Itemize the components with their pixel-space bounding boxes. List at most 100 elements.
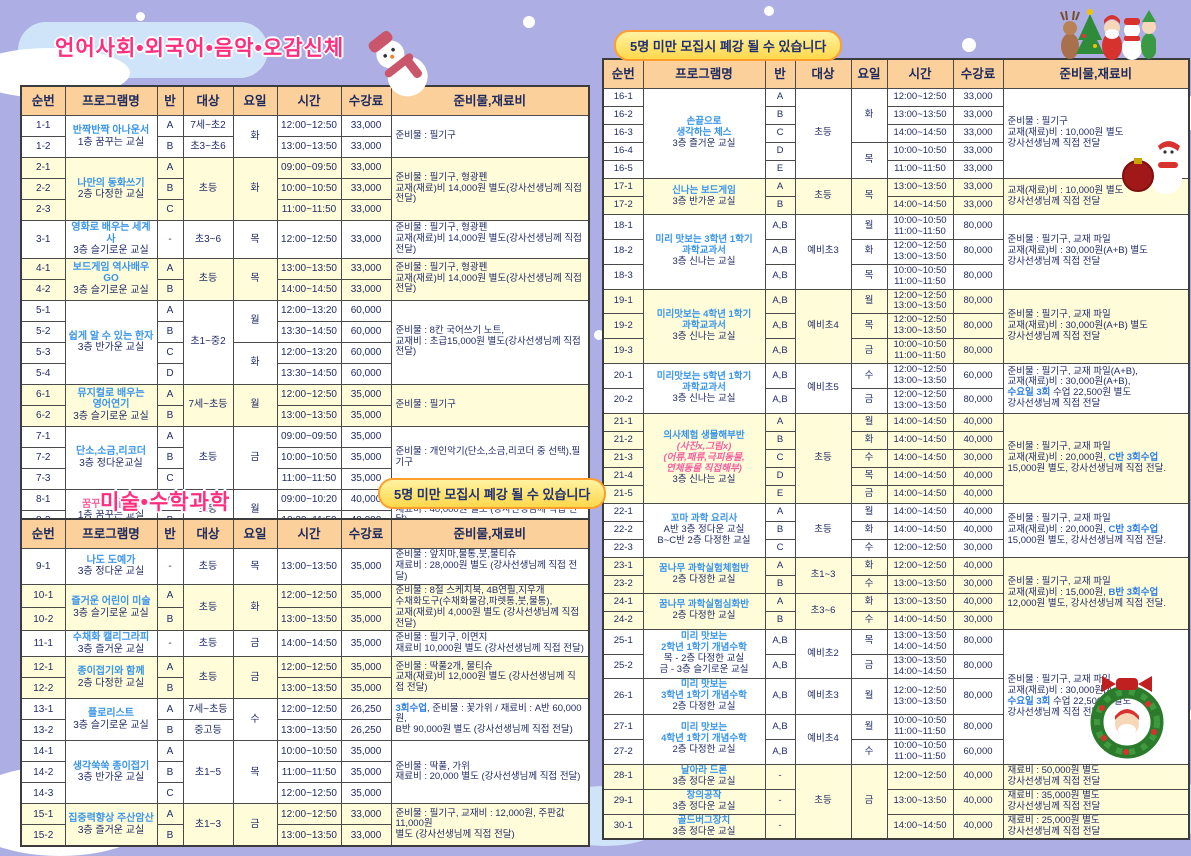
snow-dot [523, 16, 535, 28]
cell-no: 21-4 [602, 466, 644, 486]
cell-tgt: 예비초2 [794, 628, 852, 680]
cell-time: 14:00~14:50 [886, 813, 954, 840]
cell-ban: A [156, 656, 184, 679]
cell-day: 화 [850, 592, 888, 612]
table-row: 14-3 C 12:00~12:50 35,000 [20, 782, 589, 805]
cell-tgt: 7세~초등 [182, 383, 234, 427]
cell-no: 17-1 [602, 178, 644, 197]
cell-ban: A,B [764, 238, 796, 265]
cell-ban: - [156, 548, 184, 585]
cell-ban: A,B [764, 288, 796, 315]
cell-time: 14:00~14:50 [886, 196, 954, 215]
cell-no: 14-1 [20, 740, 66, 763]
cell-day: 목 [232, 740, 278, 805]
cell-name: 수채화 캘리그라피 3층 즐거운 교실 [64, 630, 158, 658]
table-row: 20-2 A,B 금 12:00~12:50 13:00~13:50 80,000 [602, 387, 1189, 414]
cell-ban: A,B [764, 363, 796, 389]
cell-fee: 26,250 [340, 719, 392, 742]
cell-time: 12:00~12:50 [886, 88, 954, 107]
column-header: 반 [764, 58, 796, 89]
cell-no: 8-1 [20, 488, 66, 511]
cell-tgt: 초3~초6 [182, 136, 234, 158]
cell-no: 10-1 [20, 583, 66, 609]
cell-no: 10-2 [20, 607, 66, 632]
cell-fee: 33,000 [952, 88, 1004, 107]
cell-tgt: 초3~6 [182, 220, 234, 259]
cell-fee: 33,000 [952, 160, 1004, 179]
cell-no: 21-5 [602, 484, 644, 504]
table-row: 2-1 나만의 동화쓰기 2층 다정한 교실 A 초등 화 09:00~09:50 33,00… [20, 157, 590, 221]
cell-no: 22-3 [602, 538, 644, 558]
cell-ban: B [156, 178, 184, 200]
cell-time: 12:00~12:50 13:00~13:50 [886, 238, 954, 265]
cell-time: 10:00~10:50 11:00~11:50 [886, 338, 954, 365]
cell-note: 준비물 : 필기구, 형광펜 교재(재료)비 14,000원 별도(강사선생님께 … [390, 257, 590, 301]
snowman-ornament-icon [1118, 138, 1190, 203]
table-row: 26-1 미리 맛보는 3학년 1학기 개념수학 2층 다정한 교실 A,B 예비초3 월 1… [602, 678, 1189, 716]
table-row: 19-3 A,B 금 10:00~10:50 11:00~11:50 80,000 [602, 338, 1189, 365]
cell-fee: 80,000 [952, 387, 1004, 414]
cell-no: 7-1 [20, 425, 66, 448]
table-row: 25-2 A,B 금 13:00~13:50 14:00~14:50 80,000 [602, 653, 1189, 680]
table-row: 20-1 미리맛보는 5학년 1학기 과학교과서 3층 신나는 교실 A,B 예비초5 수 1… [602, 363, 1190, 414]
cell-ban: A [764, 502, 796, 522]
cell-time: 13:00~13:50 [276, 824, 342, 847]
cell-day: 화 [850, 238, 888, 265]
cell-day: 금 [232, 656, 278, 700]
cell-name: 손끝으로 생각하는 체스 3층 즐거운 교실 [642, 88, 766, 179]
column-header: 준비물,재료비 [1002, 58, 1190, 89]
cell-ban: A [156, 740, 184, 763]
cell-ban: A,B [764, 653, 796, 680]
cell-tgt: 초등 [182, 583, 234, 632]
cell-time: 14:00~14:50 [886, 448, 954, 468]
cell-ban: B [156, 607, 184, 632]
cell-note: 3회수업, 준비물 : 꽃가위 / 재료비 : A반 60,000원, B반 90… [390, 698, 590, 742]
cell-ban: B [764, 196, 796, 215]
cell-ban: B [156, 677, 184, 700]
cell-no: 24-1 [602, 592, 644, 612]
cell-time: 10:00~10:50 11:00~11:50 [886, 739, 954, 765]
cell-time: 14:00~14:50 [886, 520, 954, 540]
cell-name: 집중력향상 주산암산 3층 즐거운 교실 [64, 803, 158, 847]
cell-ban: A,B [764, 739, 796, 765]
table-row: 17-1 신나는 보드게임 3층 반가운 교실 A 초등 목 13:00~13:50 33,0… [602, 178, 1190, 215]
cell-name: 반짝반짝 아나운서 1층 꿈꾸는 교실 [64, 115, 158, 158]
cell-ban: C [764, 538, 796, 558]
snow-dot [764, 6, 774, 16]
cell-time: 13:30~14:50 [276, 320, 342, 343]
cell-ban: A [156, 425, 184, 448]
cell-note: 준비물 : 딱풀2개, 물티슈 교재(재료)비 12,000원 별도 (강사선생님… [390, 656, 590, 700]
cell-name: 미리맛보는 5학년 1학기 과학교과서 3층 신나는 교실 [642, 363, 766, 414]
cell-fee: 60,000 [340, 320, 392, 343]
cell-day: 금 [232, 630, 278, 658]
cell-day: 목 [850, 466, 888, 486]
cell-no: 16-5 [602, 160, 644, 179]
cell-day: 수 [850, 574, 888, 594]
cell-day: 목 [232, 257, 278, 301]
cell-ban: B [156, 824, 184, 847]
cell-day: 화 [850, 556, 888, 576]
cell-ban: C [764, 448, 796, 468]
cell-ban: B [156, 404, 184, 427]
cell-note: 준비물 : 8칸 국어쓰기 노트, 교재비 : 초급15,000원 별도(강사선생… [390, 299, 590, 385]
cell-time: 12:00~12:50 [886, 556, 954, 576]
cell-ban: A [156, 383, 184, 406]
cell-no: 9-1 [20, 548, 66, 585]
table-row: 12-2 B 13:00~13:50 35,000 [20, 677, 589, 700]
table-row: 13-1 플로리스트 3층 슬기로운 교실 A 7세~초등 수 12:00~12:50 26,… [20, 698, 590, 742]
table-row: 16-3 C 14:00~14:50 33,000 [602, 124, 1189, 143]
cell-time: 13:00~13:50 [886, 106, 954, 125]
table-row: 4-2 B 14:00~14:50 33,000 [20, 278, 589, 301]
cell-no: 12-2 [20, 677, 66, 700]
snow-dot [594, 330, 604, 340]
cell-time: 10:00~10:50 [276, 740, 342, 763]
cell-fee: 40,000 [952, 556, 1004, 576]
cell-no: 30-1 [602, 813, 644, 840]
snowman-tumbling-icon [348, 14, 458, 127]
cell-tgt: 초등 [182, 157, 234, 221]
table-row: 22-1 꼬마 과학 요리사 A반 3층 정다운 교실 B~C반 2층 다정한 교실 A… [602, 502, 1190, 558]
cell-time: 09:00~09:50 [276, 157, 342, 179]
cell-ban: A [156, 698, 184, 721]
column-header: 대상 [182, 85, 234, 116]
cell-ban: B [156, 761, 184, 784]
